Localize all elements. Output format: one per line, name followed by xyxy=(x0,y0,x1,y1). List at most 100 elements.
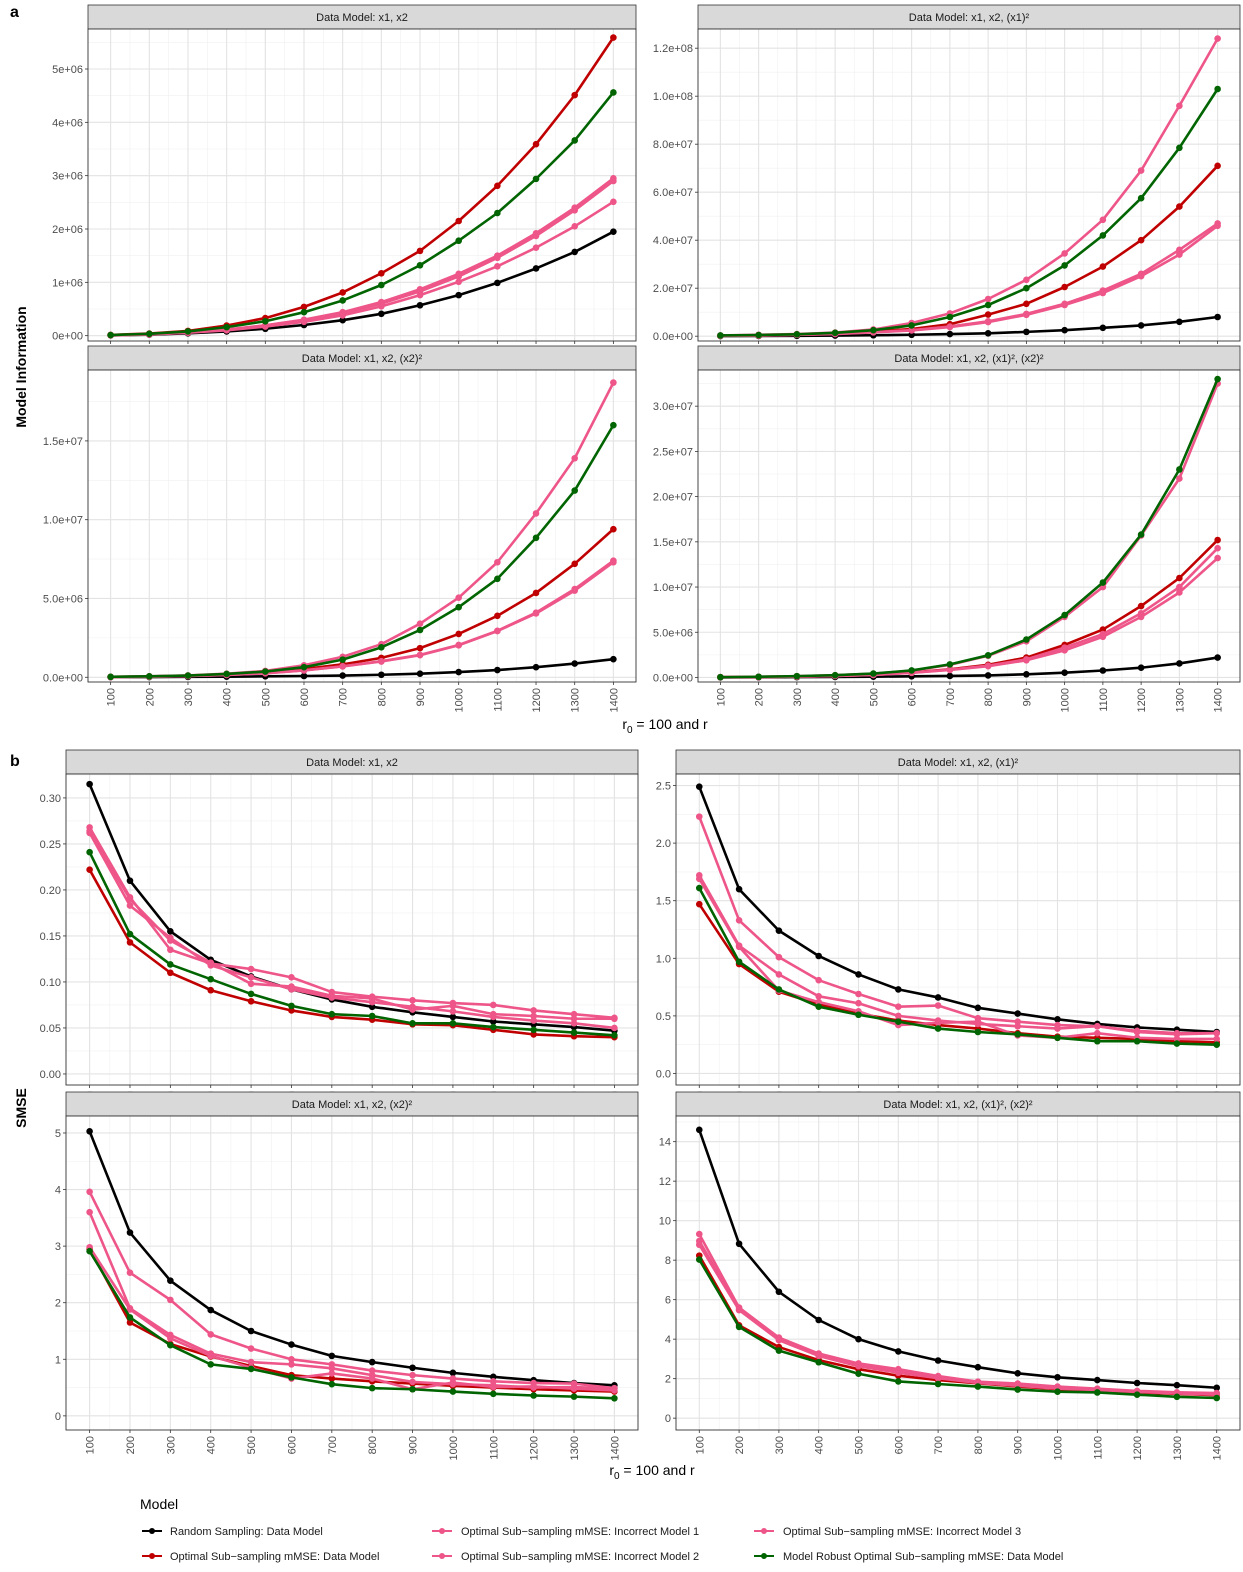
series-6 xyxy=(86,1247,618,1402)
legend: Model Random Sampling: Data Model Optima… xyxy=(140,1496,1063,1563)
y-tick-label: 1.0e+07 xyxy=(43,515,83,527)
y-tick-label: 2.0 xyxy=(656,838,671,850)
x-tick-label: 500 xyxy=(246,1436,258,1454)
data-point xyxy=(288,1355,295,1363)
series-line xyxy=(88,869,615,1039)
panel-1: Data Model: x1, x2 0e+00 1e+06 2e+06 3e+06 4e… xyxy=(52,4,637,371)
data-point xyxy=(455,594,462,601)
data-point xyxy=(984,301,992,309)
data-point xyxy=(815,1003,822,1010)
data-point xyxy=(1173,1040,1181,1047)
data-point xyxy=(449,1008,457,1015)
data-point xyxy=(184,328,192,335)
y-tick-label: 1 xyxy=(55,1354,61,1366)
x-tick-label: 200 xyxy=(144,688,156,706)
x-axis-title-a-rest: = 100 and r xyxy=(633,716,708,732)
legend-entry-1: Random Sampling: Data Model xyxy=(142,1526,323,1538)
x-tick-label: 800 xyxy=(367,1436,379,1454)
data-point xyxy=(300,672,308,680)
y-tick-label: 0.0e+00 xyxy=(43,672,83,684)
data-point xyxy=(126,877,134,885)
legend-label-6: Model Robust Optimal Sub−sampling mMSE: … xyxy=(783,1551,1063,1563)
legend-label-5: Optimal Sub−sampling mMSE: Incorrect Mod… xyxy=(783,1526,1021,1538)
panel-strip xyxy=(675,749,1241,775)
data-point xyxy=(831,329,839,337)
data-point xyxy=(532,265,540,272)
y-axis-title-b: SMSE xyxy=(13,1088,29,1128)
data-point xyxy=(571,248,578,256)
series-6 xyxy=(717,375,1221,681)
data-point xyxy=(167,1341,174,1349)
data-point xyxy=(416,301,424,309)
x-axis-title-b: r0 = 100 and r xyxy=(609,1462,695,1482)
x-tick-label: 700 xyxy=(933,1436,945,1454)
data-point xyxy=(571,454,578,462)
panel-strip xyxy=(65,1091,639,1117)
series-5 xyxy=(86,827,618,1023)
x-tick-label: 600 xyxy=(893,1436,905,1454)
data-point xyxy=(815,1358,822,1366)
data-point xyxy=(946,330,954,338)
data-point xyxy=(570,1020,578,1027)
data-point xyxy=(984,652,992,659)
x-tick-label: 600 xyxy=(907,688,919,706)
x-tick-label: 1000 xyxy=(448,1436,460,1460)
data-point xyxy=(247,1365,255,1373)
series-6 xyxy=(695,884,1221,1048)
data-point xyxy=(288,1007,295,1014)
y-tick-label: 0 xyxy=(665,1413,671,1425)
data-point xyxy=(207,1361,215,1368)
panel-7: Data Model: x1, x2, (x2)² 0 1 2 3 4 5 100 200 300… xyxy=(55,1091,639,1460)
data-point xyxy=(532,534,540,542)
data-point xyxy=(409,1371,416,1379)
data-point xyxy=(378,658,385,665)
data-point xyxy=(247,965,255,973)
data-point xyxy=(855,1011,862,1019)
data-point xyxy=(1137,602,1145,610)
y-tick-label: 1.5e+07 xyxy=(43,436,83,448)
panel-title: Data Model: x1, x2, (x2)² xyxy=(292,1099,413,1111)
data-point xyxy=(1061,301,1068,309)
data-point xyxy=(984,662,992,670)
panel-title: Data Model: x1, x2, (x2)² xyxy=(302,353,423,365)
series-line xyxy=(88,830,615,1021)
data-point xyxy=(1014,1031,1021,1038)
data-point xyxy=(532,229,540,237)
legend-key-point-1 xyxy=(149,1528,155,1534)
data-point xyxy=(207,959,215,966)
panel-4: Data Model: x1, x2, (x1)², (x2)² 0.0e+00 5… xyxy=(653,345,1241,712)
data-point xyxy=(494,558,501,566)
data-point xyxy=(1023,284,1030,292)
data-point xyxy=(184,672,192,679)
data-point xyxy=(1099,263,1107,270)
data-point xyxy=(974,1383,982,1390)
data-point xyxy=(775,986,783,993)
data-point xyxy=(409,1020,416,1027)
data-point xyxy=(262,668,269,675)
data-point xyxy=(288,1361,295,1368)
data-point xyxy=(1133,1379,1141,1387)
data-point xyxy=(532,510,540,517)
data-point xyxy=(368,1367,376,1374)
data-point xyxy=(695,783,703,790)
data-point xyxy=(167,1335,174,1342)
data-point xyxy=(934,1002,942,1009)
data-point xyxy=(532,589,540,597)
data-point xyxy=(378,644,385,651)
data-point xyxy=(328,1352,336,1360)
data-point xyxy=(262,317,269,325)
data-point xyxy=(378,269,385,277)
panels-layer: Data Model: x1, x2 0e+00 1e+06 2e+06 3e+06 4e… xyxy=(40,4,1241,1460)
data-point xyxy=(1137,531,1145,538)
y-tick-label: 0.15 xyxy=(40,931,61,943)
data-point xyxy=(416,620,424,627)
data-point xyxy=(1214,162,1221,170)
x-tick-label: 800 xyxy=(983,688,995,706)
data-point xyxy=(107,673,114,681)
series-line xyxy=(720,88,1219,337)
y-tick-label: 1.0 xyxy=(656,953,671,965)
panel-title: Data Model: x1, x2 xyxy=(316,12,408,24)
data-point xyxy=(984,318,992,326)
data-point xyxy=(1137,664,1145,672)
y-tick-label: 0.5 xyxy=(656,1011,671,1023)
